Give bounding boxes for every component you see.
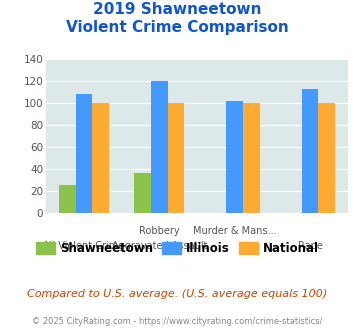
Bar — [243, 103, 260, 213]
Bar — [92, 103, 109, 213]
Text: Murder & Mans...: Murder & Mans... — [193, 226, 277, 236]
Bar — [76, 94, 92, 213]
Legend: Shawneetown, Illinois, National: Shawneetown, Illinois, National — [32, 237, 323, 260]
Text: Robbery: Robbery — [139, 226, 180, 236]
Bar — [135, 173, 151, 213]
Text: Rape: Rape — [298, 241, 323, 251]
Text: Compared to U.S. average. (U.S. average equals 100): Compared to U.S. average. (U.S. average … — [27, 289, 328, 299]
Bar — [168, 103, 184, 213]
Text: Aggravated Assault: Aggravated Assault — [111, 241, 207, 251]
Bar — [151, 81, 168, 213]
Bar — [302, 89, 318, 213]
Text: 2019 Shawneetown: 2019 Shawneetown — [93, 2, 262, 16]
Bar — [59, 185, 76, 213]
Bar — [318, 103, 335, 213]
Bar — [226, 101, 243, 213]
Text: Violent Crime Comparison: Violent Crime Comparison — [66, 20, 289, 35]
Text: © 2025 CityRating.com - https://www.cityrating.com/crime-statistics/: © 2025 CityRating.com - https://www.city… — [32, 317, 323, 326]
Text: All Violent Crime: All Violent Crime — [43, 241, 125, 251]
